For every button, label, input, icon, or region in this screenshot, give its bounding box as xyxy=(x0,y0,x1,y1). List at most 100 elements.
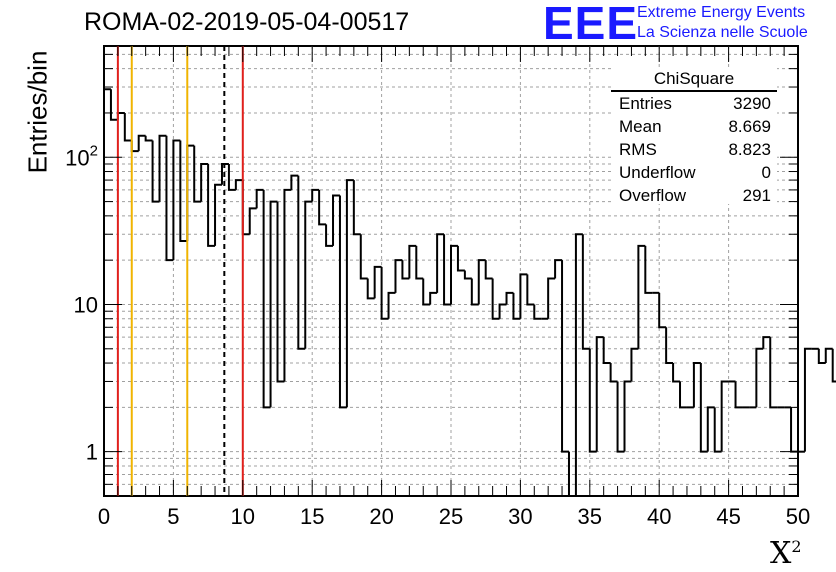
histogram-bin xyxy=(387,291,396,319)
histogram-bin xyxy=(338,195,347,409)
stats-key: Entries xyxy=(619,94,672,113)
histogram-bin xyxy=(574,233,583,496)
histogram-bin xyxy=(352,180,361,236)
histogram-bin xyxy=(436,233,445,293)
logo-line-2: La Scienza nelle Scuole xyxy=(637,24,808,41)
histogram-bin xyxy=(456,245,465,272)
histogram-bin xyxy=(450,244,458,305)
x-tick-label: 0 xyxy=(98,504,110,529)
stats-value: 291 xyxy=(742,186,771,205)
histogram-bin xyxy=(533,304,542,320)
x-tick-label: 45 xyxy=(716,504,740,529)
histogram-bin xyxy=(415,245,424,280)
x-tick-label: 40 xyxy=(647,504,671,529)
stats-key: Overflow xyxy=(619,186,687,205)
stats-value: 0 xyxy=(761,163,771,182)
histogram-bin xyxy=(380,266,389,320)
stats-row-overflow: Overflow 291 xyxy=(619,184,771,207)
histogram-bin xyxy=(304,200,313,349)
histogram-bin xyxy=(463,270,472,280)
histogram-bin xyxy=(755,347,764,408)
y-tick-label: 10 xyxy=(74,292,98,317)
histogram-bin xyxy=(554,259,563,279)
stats-box: ChiSquare Entries 3290 Mean 8.669 RMS 8.… xyxy=(611,68,777,207)
stats-value: 8.823 xyxy=(728,140,771,159)
histogram-bin xyxy=(422,278,431,306)
reference-lines xyxy=(116,46,244,496)
histogram-bin xyxy=(227,164,236,191)
histogram-bin xyxy=(214,183,222,246)
x-tick-label: 5 xyxy=(167,504,179,529)
histogram-bin xyxy=(567,451,576,497)
histogram-bin xyxy=(220,163,229,185)
histogram-bin xyxy=(290,174,299,190)
histogram-bin xyxy=(234,179,243,190)
histogram-bin xyxy=(311,188,320,202)
histogram-bin xyxy=(644,245,653,294)
histogram-bin xyxy=(276,201,285,383)
histogram-bin xyxy=(297,175,306,350)
x-tick-label: 10 xyxy=(231,504,255,529)
y-tick-label: 1 xyxy=(86,440,98,465)
histogram-bin xyxy=(720,380,729,452)
histogram-bin xyxy=(831,348,836,383)
histogram-bin xyxy=(824,347,833,364)
histogram-bin xyxy=(665,327,674,365)
histogram-bin xyxy=(394,259,403,293)
histogram-bin xyxy=(623,380,632,452)
histogram-bin xyxy=(269,200,278,408)
histogram-bin xyxy=(672,363,681,383)
y-axis-label: Entries/bin xyxy=(22,50,53,174)
stats-key: Underflow xyxy=(619,163,696,182)
x-tick-label: 20 xyxy=(369,504,393,529)
chart-title: ROMA-02-2019-05-04-00517 xyxy=(84,8,410,36)
histogram-bin xyxy=(103,88,111,496)
histogram-bin xyxy=(158,134,167,202)
histogram-bin xyxy=(477,259,486,305)
histogram-bin xyxy=(491,278,500,320)
histogram-bin xyxy=(706,406,715,452)
histogram-bin xyxy=(429,291,438,305)
histogram-bin xyxy=(200,163,209,202)
histogram-bin xyxy=(505,291,514,305)
histogram-bin xyxy=(512,292,521,320)
stats-value: 8.669 xyxy=(728,117,771,136)
histogram-bin xyxy=(408,244,417,279)
histogram-bin xyxy=(762,336,771,349)
histogram-bin xyxy=(179,140,188,242)
stats-value: 3290 xyxy=(733,94,771,113)
histogram-bin xyxy=(658,292,667,329)
histogram-bin xyxy=(630,347,639,382)
histogram-bin xyxy=(790,407,798,453)
histogram-bin xyxy=(679,381,687,409)
histogram-bin xyxy=(207,164,216,247)
histogram-bin xyxy=(366,278,375,300)
stats-row-entries: Entries 3290 xyxy=(619,92,771,115)
histogram-bin xyxy=(484,260,493,280)
histogram-bin xyxy=(692,362,701,408)
histogram-bin xyxy=(817,348,826,365)
histogram-bin xyxy=(602,337,611,365)
x-axis-label: X2 xyxy=(770,536,802,571)
histogram-bin xyxy=(498,303,507,319)
histogram-bin xyxy=(165,135,174,262)
histogram-bin xyxy=(734,381,743,409)
histogram-bin xyxy=(616,381,625,453)
histogram-bin xyxy=(172,139,181,261)
stats-key: Mean xyxy=(619,117,662,136)
histogram-bin xyxy=(144,135,153,142)
histogram-bin xyxy=(123,112,132,142)
histogram-bin xyxy=(332,194,340,246)
histogram-bin xyxy=(637,244,646,349)
histogram-bin xyxy=(561,260,569,453)
x-tick-label: 35 xyxy=(578,504,602,529)
histogram-bin xyxy=(241,180,250,236)
logo-line-1: Extreme Energy Events xyxy=(637,4,806,21)
y-tick-exponent: 2 xyxy=(90,142,98,159)
histogram-bin xyxy=(262,189,271,409)
histogram-bin xyxy=(713,407,722,453)
eee-logo: EEE xyxy=(543,0,639,49)
histogram-bin xyxy=(109,89,118,121)
stats-row-underflow: Underflow 0 xyxy=(619,161,771,184)
histogram-bin xyxy=(318,189,327,226)
